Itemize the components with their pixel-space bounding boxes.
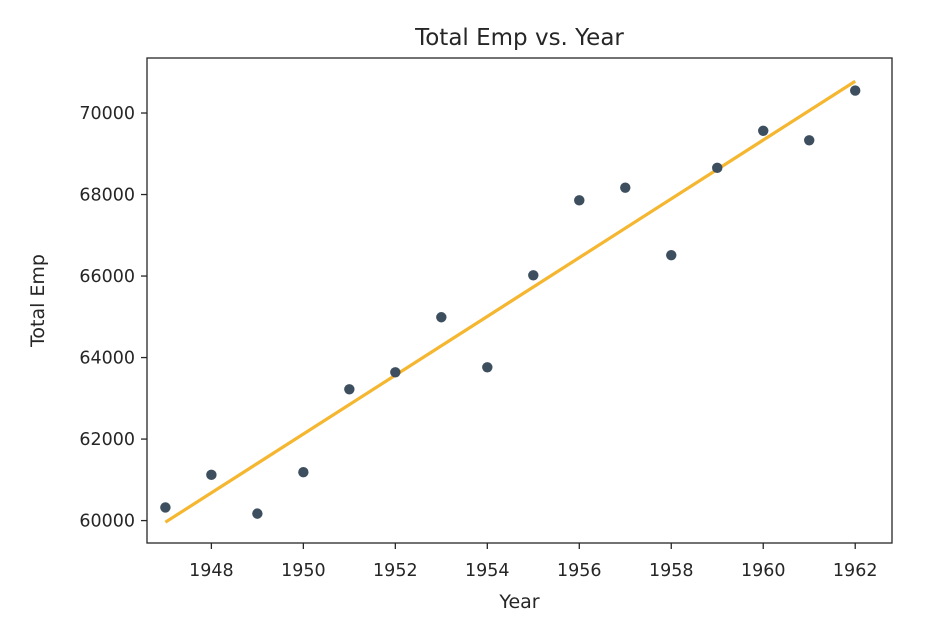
y-tick-label: 62000 (79, 430, 135, 450)
scatter-point (804, 135, 815, 146)
plot-frame (146, 57, 893, 544)
chart-title: Total Emp vs. Year (414, 25, 624, 51)
x-tick-label: 1952 (373, 561, 418, 581)
scatter-point (344, 384, 355, 395)
plot-area: 1948 1950 1952 1954 1956 1958 1960 1962 60000 620… (79, 57, 893, 581)
y-tick-label: 64000 (79, 349, 135, 369)
x-axis-label: Year (498, 591, 539, 613)
scatter-point (666, 249, 677, 261)
y-axis-label: Total Emp (27, 254, 49, 348)
scatter-point (850, 85, 861, 96)
scatter-point (574, 195, 585, 206)
scatter-point (298, 467, 309, 478)
x-tick-label: 1958 (649, 561, 694, 581)
scatter-point (712, 162, 723, 174)
scatter-point (252, 508, 263, 519)
y-tick-label: 68000 (79, 186, 135, 206)
scatter-point (390, 367, 401, 378)
x-tick-label: 1954 (465, 561, 510, 581)
x-tick-label: 1948 (189, 561, 234, 581)
trend-line (164, 79, 857, 524)
x-tick-label: 1962 (833, 561, 878, 581)
scatter-point (160, 502, 171, 513)
scatter-point (758, 125, 769, 136)
scatter-point (436, 312, 447, 323)
x-tick-label: 1956 (557, 561, 602, 581)
y-tick-label: 70000 (79, 104, 135, 124)
x-tick-label: 1950 (281, 561, 326, 581)
scatter-point (206, 469, 217, 481)
scatter-point (482, 362, 493, 373)
scatter-point (528, 270, 539, 281)
y-tick-label: 66000 (79, 267, 135, 287)
x-tick-label: 1960 (741, 561, 786, 581)
scatter-point (620, 182, 631, 193)
y-tick-label: 60000 (79, 512, 135, 532)
